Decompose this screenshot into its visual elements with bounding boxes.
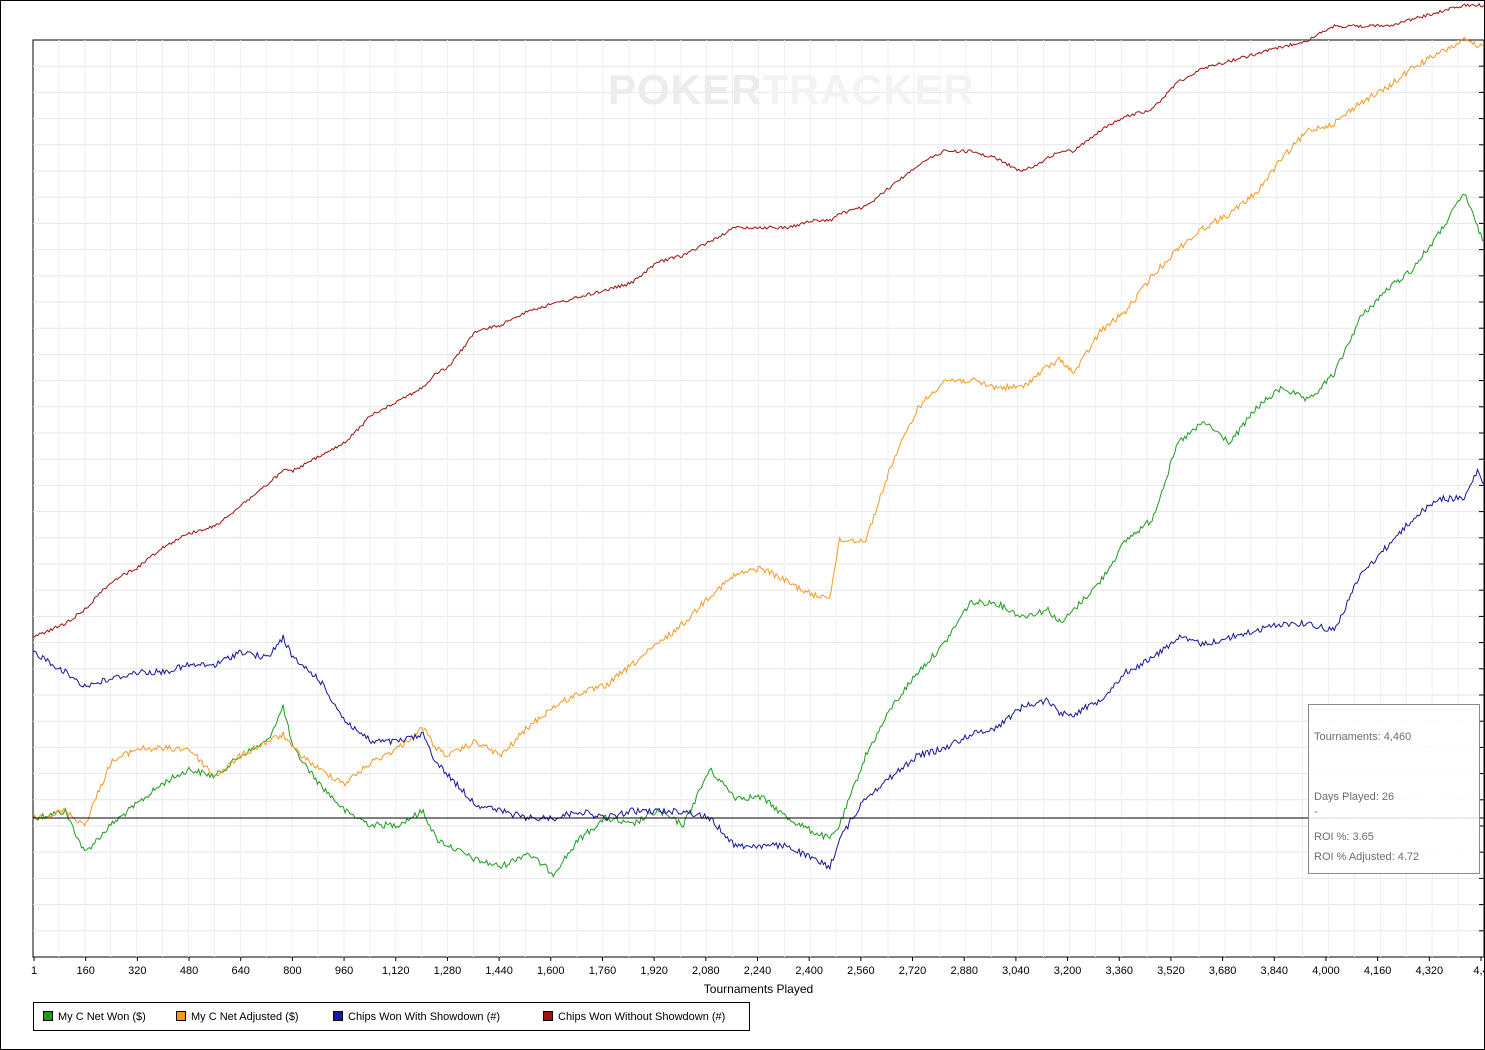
legend-label: My C Net Won ($) [58, 1011, 146, 1023]
x-tick-label: 1,600 [537, 965, 565, 977]
series-line-3 [32, 467, 1485, 871]
legend-item-chips-with-showdown[interactable]: Chips Won With Showdown (#) [333, 1010, 500, 1024]
x-tick-label: 2,080 [692, 965, 720, 977]
roi-percent: ROI %: 3.65 [1314, 831, 1374, 843]
x-tick-label: 800 [283, 965, 301, 977]
legend-label: My C Net Adjusted ($) [191, 1011, 299, 1023]
x-tick-label: 3,040 [1002, 965, 1030, 977]
series-line-1 [32, 193, 1485, 878]
info-separator: - [1314, 806, 1318, 818]
x-tick-label: 2,880 [950, 965, 978, 977]
x-tick-label: 1,440 [485, 965, 513, 977]
watermark-part2: TRACKER [762, 66, 975, 113]
days-played: Days Played: 26 [1314, 791, 1395, 803]
x-tick-label: 4,000 [1312, 965, 1340, 977]
x-tick-label: 640 [232, 965, 250, 977]
x-tick-label: 3,840 [1261, 965, 1289, 977]
chart-legend: My C Net Won ($) My C Net Adjusted ($) C… [33, 1002, 750, 1031]
x-tick-label: 3,200 [1054, 965, 1082, 977]
x-tick-label: 2,240 [744, 965, 772, 977]
x-tick-label: 4,160 [1364, 965, 1392, 977]
legend-label: Chips Won With Showdown (#) [348, 1011, 501, 1023]
legend-item-net-won[interactable]: My C Net Won ($) [43, 1010, 146, 1024]
legend-swatch [543, 1011, 553, 1022]
series-line-2 [32, 36, 1485, 827]
x-tick-label: 2,560 [847, 965, 875, 977]
x-tick-label: 2,720 [899, 965, 927, 977]
x-tick-label: 1 [31, 965, 37, 977]
pokertracker-watermark-logo: POKERTRACKER [608, 66, 975, 114]
tournaments-count: Tournaments: 4,460 [1314, 731, 1412, 743]
grid [33, 40, 1484, 957]
x-tick-label: 4,4 [1473, 965, 1485, 977]
x-tick-label: 1,760 [589, 965, 617, 977]
x-tick-label: 1,920 [640, 965, 668, 977]
watermark-part1: POKER [608, 66, 763, 113]
x-tick-label: 4,320 [1416, 965, 1444, 977]
x-tick-label: 3,360 [1105, 965, 1133, 977]
x-tick-label: 3,680 [1209, 965, 1237, 977]
legend-swatch [43, 1011, 53, 1022]
roi-percent-adjusted: ROI % Adjusted: 4.72 [1314, 851, 1420, 863]
x-tick-label: 960 [335, 965, 353, 977]
x-tick-label: 1,280 [434, 965, 462, 977]
x-axis-title: Tournaments Played [704, 982, 813, 996]
series-line-4 [32, 2, 1485, 638]
legend-swatch [176, 1011, 186, 1022]
legend-item-chips-without-showdown[interactable]: Chips Won Without Showdown (#) [543, 1010, 725, 1024]
stats-info-box: Tournaments: 4,460 Days Played: 26 - ROI… [1308, 704, 1480, 874]
x-tick-label: 3,520 [1157, 965, 1185, 977]
legend-label: Chips Won Without Showdown (#) [558, 1011, 726, 1023]
legend-swatch [333, 1011, 343, 1022]
legend-item-net-adjusted[interactable]: My C Net Adjusted ($) [176, 1010, 299, 1024]
x-axis-ticks: 1 160 320 480 640 800 960 1,120 1,280 1,440 1,600 1… [31, 957, 1485, 977]
x-tick-label: 1,120 [382, 965, 410, 977]
x-tick-label: 480 [180, 965, 198, 977]
x-tick-label: 320 [128, 965, 146, 977]
series-layer [32, 2, 1485, 878]
x-tick-label: 160 [76, 965, 94, 977]
x-tick-label: 2,400 [795, 965, 823, 977]
